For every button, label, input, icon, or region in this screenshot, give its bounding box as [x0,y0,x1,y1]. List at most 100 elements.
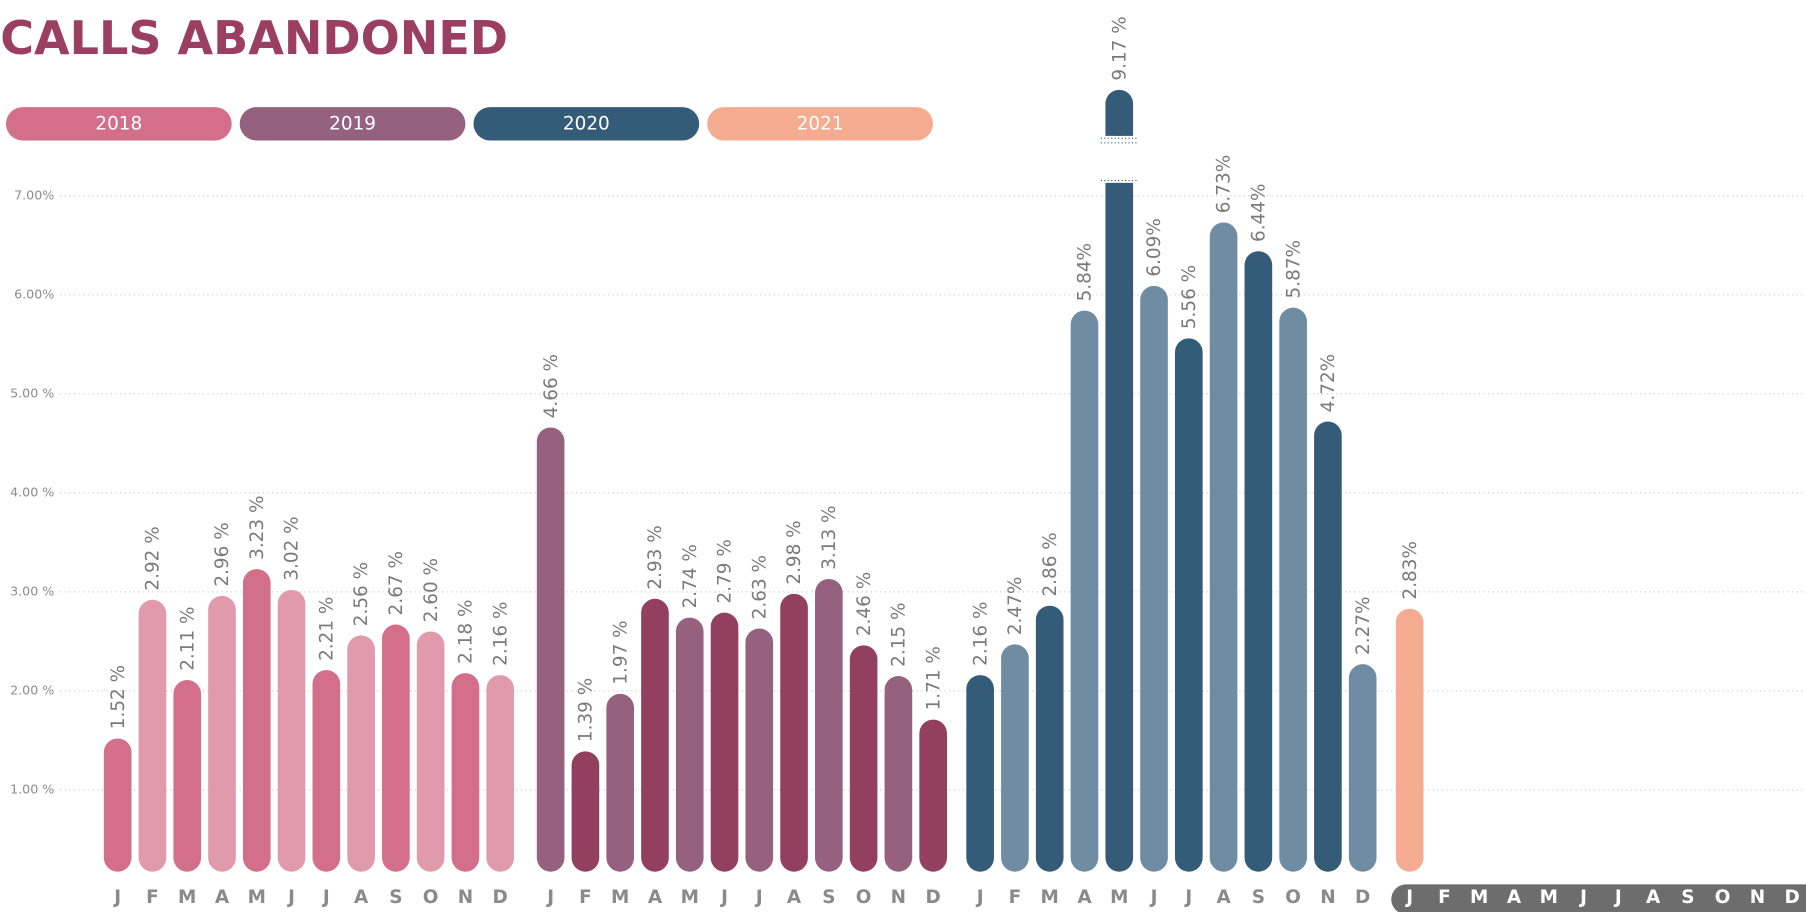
month-label: M [1110,887,1128,908]
value-label: 5.87% [1283,240,1304,298]
value-label: 5.84% [1075,243,1096,301]
legend-label: 2019 [329,113,376,134]
bar-stub-base [1105,122,1134,136]
month-label: J [545,887,554,908]
month-label: S [389,887,402,908]
value-label: 2.67 % [386,551,407,615]
chart-title: CALLS ABANDONED [0,11,508,65]
bar [571,751,600,872]
month-label: A [1507,887,1522,908]
value-label: 2.27% [1353,596,1374,654]
month-label: O [856,887,872,908]
month-label: O [423,887,439,908]
month-label: J [1183,887,1192,908]
month-label: A [1077,887,1092,908]
month-label: M [178,887,196,908]
legend-label: 2018 [95,113,142,134]
value-label: 2.98 % [784,520,805,584]
month-label: S [1252,887,1265,908]
value-label: 1.97 % [610,620,631,684]
month-label: J [1613,887,1622,908]
month-pill [1391,884,1806,912]
value-label: 2.16 % [490,602,511,666]
bar [606,693,635,872]
month-label: F [1438,887,1451,908]
month-label: N [458,887,473,908]
bar [1279,307,1307,872]
y-tick-label: 4.00 % [10,484,54,499]
bar [675,617,704,872]
value-label: 2.47% [1005,577,1026,635]
month-label: M [1540,887,1558,908]
bar [1105,182,1134,872]
bar [849,645,878,872]
bar [745,628,774,872]
value-label: 2.86 % [1040,532,1061,596]
month-label: A [787,887,802,908]
value-label: 5.56 % [1179,265,1200,329]
month-label: O [1715,887,1731,908]
bar [536,427,565,872]
month-label: D [926,887,941,908]
value-label: 3.23 % [247,496,268,560]
y-tick-label: 7.00% [14,187,54,202]
value-label: 6.09% [1144,218,1165,276]
value-label: 2.79 % [715,539,736,603]
bar [103,738,132,872]
month-label: S [1681,887,1694,908]
month-label: A [648,887,663,908]
bar [347,635,375,872]
bar [1070,310,1099,872]
bar [208,595,236,872]
y-tick-label: 1.00 % [10,781,54,796]
bar [277,589,306,872]
bar [884,676,913,872]
value-label: 2.63 % [749,555,770,619]
bar [1348,664,1377,872]
bar [486,675,515,872]
month-label: M [248,887,266,908]
bar [1314,421,1342,872]
value-label: 3.13 % [819,505,840,569]
y-tick-label: 6.00% [14,286,54,301]
month-label: F [579,887,592,908]
value-label: 2.60 % [421,558,442,622]
bar [451,673,480,872]
bar [1140,285,1168,872]
bar [242,569,271,872]
y-tick-label: 2.00 % [10,682,54,697]
value-label: 1.39 % [576,678,597,742]
month-label: M [681,887,699,908]
value-label: 6.73% [1214,155,1235,213]
month-label: J [1149,887,1158,908]
value-label: 2.46 % [854,572,875,636]
month-label: D [493,887,508,908]
value-label: 6.44% [1249,184,1270,242]
month-label: N [1750,887,1765,908]
bar [416,631,445,872]
month-label: F [146,887,159,908]
month-label: J [286,887,295,908]
month-label: F [1009,887,1022,908]
bar [641,598,669,872]
month-label: S [822,887,835,908]
value-label: 2.93 % [645,525,666,589]
month-label: A [1646,887,1661,908]
month-label: J [321,887,330,908]
month-label: M [611,887,629,908]
bar [382,624,410,872]
bar [312,670,341,872]
month-label: N [891,887,906,908]
month-label: N [1320,887,1335,908]
value-label: 2.18 % [456,600,477,664]
bar [1174,338,1203,872]
value-label: 2.96 % [212,522,233,586]
month-label: J [1404,887,1413,908]
month-label: J [719,887,728,908]
bar [1035,605,1064,872]
y-tick-label: 5.00 % [10,385,54,400]
bar [1209,222,1238,872]
value-label: 4.66 % [541,354,562,418]
value-label: 3.02 % [282,516,303,580]
